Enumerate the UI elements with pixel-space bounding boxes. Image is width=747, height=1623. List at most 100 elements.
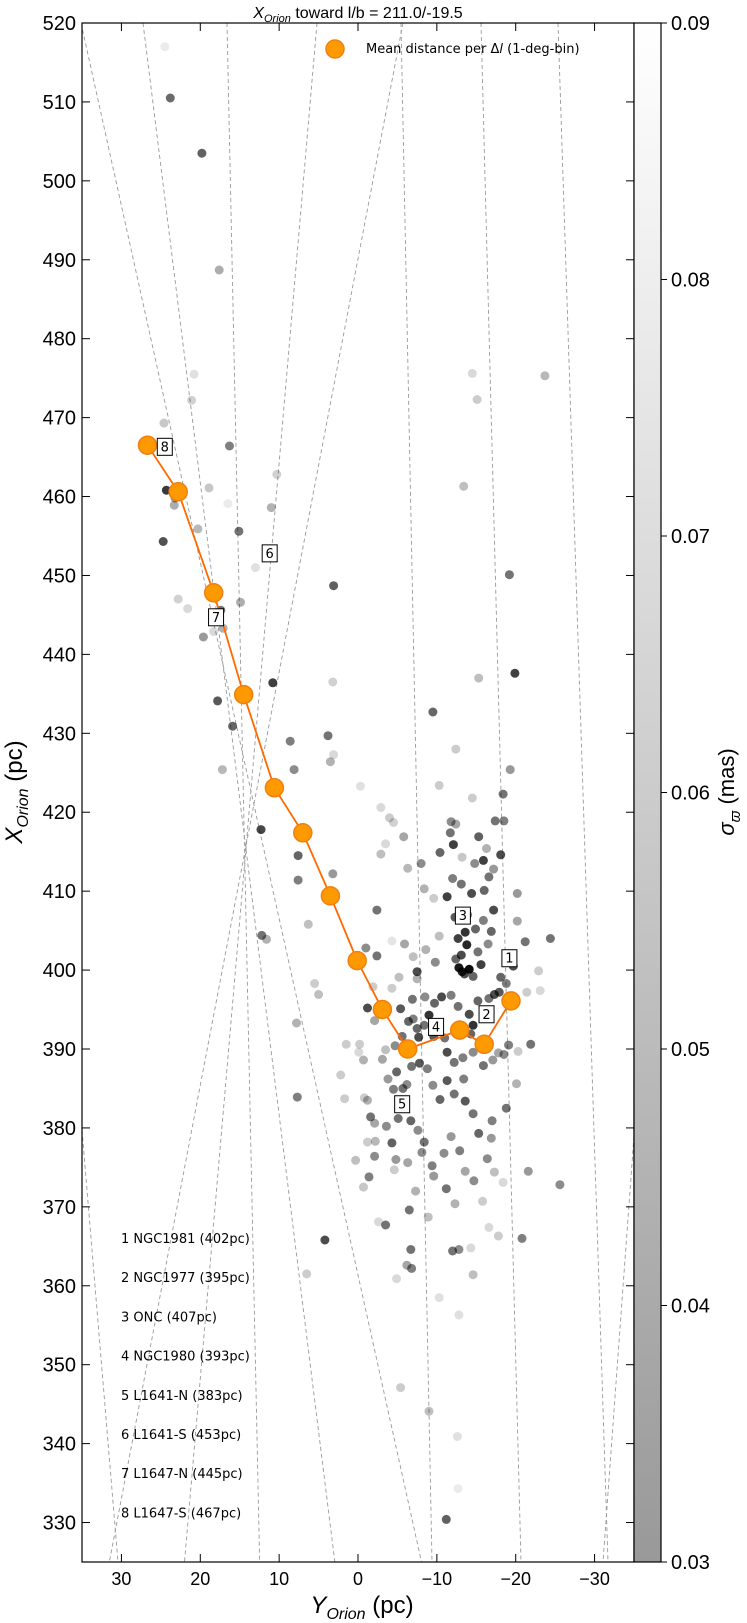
mean-distance-series xyxy=(137,435,521,1059)
star-point xyxy=(403,1158,413,1168)
star-point xyxy=(310,979,320,988)
star-point xyxy=(414,1032,424,1042)
star-point xyxy=(472,395,482,404)
star-point xyxy=(424,1406,434,1416)
star-point xyxy=(393,1114,403,1123)
star-point xyxy=(540,371,550,381)
star-point xyxy=(329,750,339,760)
star-point xyxy=(289,765,299,775)
region-marker-label: 6 xyxy=(266,547,274,562)
star-point xyxy=(407,1061,417,1071)
region-marker: 6 xyxy=(261,544,278,563)
star-point xyxy=(415,1058,424,1068)
star-point xyxy=(399,832,409,842)
star-point xyxy=(336,1070,346,1080)
star-point xyxy=(424,1010,434,1020)
star-point xyxy=(361,943,371,953)
x-tick-label: 10 xyxy=(269,1569,289,1589)
star-point xyxy=(504,570,514,580)
star-point xyxy=(478,855,488,865)
star-point xyxy=(442,892,452,902)
region-marker-box xyxy=(208,608,225,627)
star-point xyxy=(451,954,461,964)
region-marker-label: 8 xyxy=(161,440,169,455)
star-point xyxy=(446,1132,456,1142)
sightline-guide xyxy=(400,23,433,1562)
star-point xyxy=(474,832,484,842)
star-point xyxy=(489,864,499,874)
star-point xyxy=(355,781,365,791)
region-marker-label: 1 xyxy=(505,952,513,967)
region-marker: 1 xyxy=(501,949,518,968)
star-point xyxy=(501,1103,511,1113)
star-point xyxy=(458,1053,468,1063)
sightline-guide xyxy=(108,23,404,1562)
star-point xyxy=(467,368,477,378)
y-tick-label: 380 xyxy=(43,1118,76,1140)
star-point xyxy=(459,481,469,491)
star-point xyxy=(478,1196,488,1206)
star-point xyxy=(302,1269,312,1279)
region-marker-label: 4 xyxy=(432,1020,440,1035)
star-point xyxy=(328,677,338,687)
star-point xyxy=(490,816,500,826)
star-point xyxy=(251,563,260,573)
star-point xyxy=(455,1146,465,1156)
star-point xyxy=(266,503,276,513)
star-point xyxy=(223,499,233,509)
star-point xyxy=(363,1137,372,1147)
star-point xyxy=(512,916,522,926)
star-point xyxy=(183,604,193,614)
legend-label: Mean distance per Δl (1-deg-bin) xyxy=(366,42,580,57)
mean-distance-point xyxy=(449,1020,470,1040)
star-point xyxy=(460,1166,470,1176)
star-point xyxy=(293,875,303,885)
star-point xyxy=(214,265,224,275)
star-point xyxy=(417,1147,427,1157)
colorbar-tick-label: 0.07 xyxy=(671,526,710,548)
star-point xyxy=(160,42,170,52)
y-tick-label: 440 xyxy=(43,644,76,666)
star-point xyxy=(325,757,335,767)
region-marker-label: 5 xyxy=(398,1098,406,1113)
y-tick-label: 360 xyxy=(43,1276,76,1298)
star-point xyxy=(359,1182,368,1192)
star-point xyxy=(412,967,422,977)
star-point xyxy=(387,1138,397,1148)
legend: Mean distance per Δl (1-deg-bin) xyxy=(325,39,580,59)
star-point xyxy=(372,951,382,961)
x-tick-label: 20 xyxy=(190,1569,210,1589)
star-point xyxy=(484,1222,494,1232)
star-point xyxy=(292,1092,302,1102)
star-point xyxy=(442,1076,452,1086)
star-point xyxy=(328,869,338,879)
star-point xyxy=(404,1016,413,1026)
star-point xyxy=(400,939,409,949)
star-point xyxy=(489,1167,499,1177)
region-list-item: 6 L1641-S (453pc) xyxy=(121,1428,241,1443)
region-marker: 2 xyxy=(478,1005,495,1024)
star-point xyxy=(225,441,234,451)
mean-distance-point xyxy=(372,999,393,1020)
star-point xyxy=(479,885,489,895)
star-point xyxy=(197,148,207,158)
star-point xyxy=(387,983,397,993)
star-point xyxy=(320,1235,330,1245)
x-axis-label: YOrion (pc) xyxy=(310,1592,413,1623)
star-point xyxy=(372,905,382,915)
star-point xyxy=(522,987,532,997)
star-point xyxy=(526,1039,536,1049)
region-marker-label: 3 xyxy=(459,909,467,924)
region-marker-box xyxy=(261,544,278,563)
star-point xyxy=(158,537,168,546)
star-point xyxy=(187,395,197,405)
star-point xyxy=(272,469,282,479)
star-point xyxy=(303,919,313,929)
star-point xyxy=(407,994,417,1004)
star-point xyxy=(476,960,486,970)
sightline-guide xyxy=(142,23,336,1562)
colorbar-tick-label: 0.05 xyxy=(671,1039,710,1061)
star-point xyxy=(468,971,478,981)
star-point xyxy=(228,721,238,731)
x-tick-label: 0 xyxy=(353,1569,363,1589)
